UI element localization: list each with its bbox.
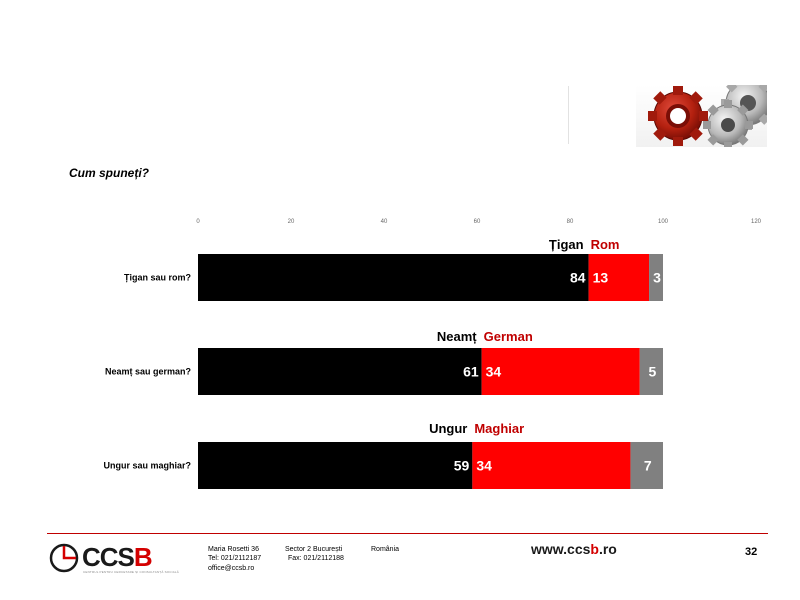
bar-segment [630, 442, 663, 489]
data-label: 34 [476, 458, 492, 474]
x-tick-label: 120 [751, 219, 762, 225]
category-label: Țigan sau rom? [124, 273, 191, 283]
data-label: 5 [648, 364, 656, 380]
data-label: 34 [486, 364, 502, 380]
email-address: office@ccsb.ro [208, 565, 255, 572]
logo-text-main: CCS [82, 542, 135, 572]
bar-segment [639, 348, 663, 395]
bar-segment [481, 348, 640, 395]
data-label: 13 [593, 270, 609, 286]
series-label-a: Ungur [429, 421, 467, 436]
series-label-b: German [484, 329, 533, 344]
x-tick-label: 60 [474, 219, 481, 225]
logo-text-accent: B [133, 542, 153, 572]
ccsb-logo: CCSB CENTRUL PENTRU CERCETARE ȘI CONSULT… [49, 542, 179, 575]
logo-wordmark: CCSB [82, 542, 153, 572]
series-label-b: Rom [591, 237, 620, 252]
website-text-c: .ro [598, 541, 617, 557]
bar-segment [198, 254, 589, 301]
website-text-b: b [590, 541, 599, 557]
category-label: Neamț sau german? [105, 367, 191, 377]
bar-segment [649, 254, 663, 301]
bar-segment [588, 254, 650, 301]
x-tick-label: 20 [288, 219, 295, 225]
data-label: 59 [454, 458, 470, 474]
x-tick-label: 80 [567, 219, 574, 225]
data-label: 61 [463, 364, 479, 380]
address-sector: Sector 2 București [285, 546, 343, 553]
logo-tagline: CENTRUL PENTRU CERCETARE ȘI CONSULTANȚĂ … [83, 570, 179, 574]
series-label-a: Neamț [437, 329, 477, 344]
category-label: Ungur sau maghiar? [103, 461, 191, 471]
address-country: România [371, 546, 400, 553]
x-tick-label: 0 [196, 219, 200, 225]
data-label: 84 [570, 270, 586, 286]
red-gear-icon [648, 86, 708, 146]
website-link[interactable]: www.ccsb.ro [531, 541, 617, 557]
data-label: 3 [653, 270, 661, 286]
bar-segment [472, 442, 631, 489]
bar-segment [198, 348, 482, 395]
fax-number: Fax: 021/2112188 [288, 555, 344, 562]
page-number: 32 [745, 546, 758, 558]
phone-number: Tel: 021/2112187 [208, 555, 262, 562]
website-text-a: www.ccs [531, 541, 591, 557]
x-tick-label: 40 [381, 219, 388, 225]
chart-question: Cum spuneți? [69, 166, 149, 180]
bar-segment [198, 442, 473, 489]
footer-divider [47, 533, 768, 534]
gears-image [636, 85, 767, 147]
x-tick-label: 100 [658, 219, 669, 225]
data-label: 7 [644, 458, 652, 474]
series-label-a: Țigan [549, 237, 584, 252]
series-label-b: Maghiar [474, 421, 524, 436]
address-street: Maria Rosetti 36 [208, 546, 259, 553]
logo-circle-icon [49, 543, 79, 573]
header-divider [568, 86, 569, 144]
